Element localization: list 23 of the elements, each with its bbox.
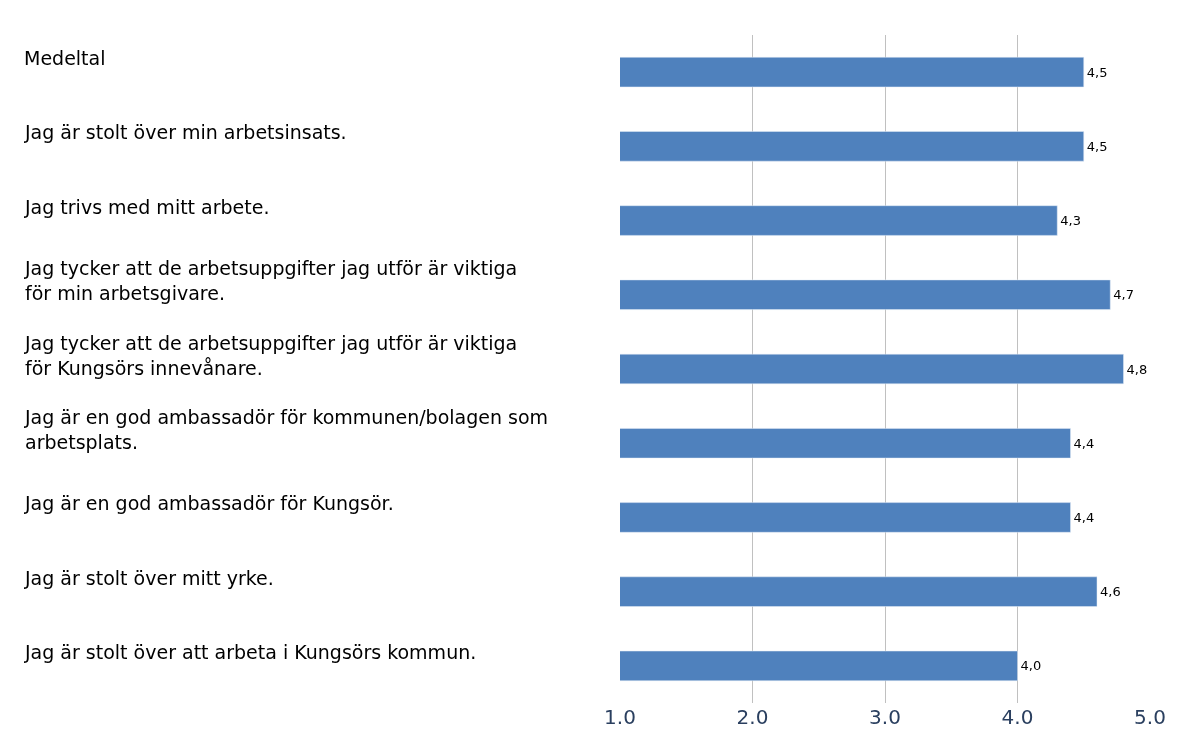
y-tick-label: Jag är stolt över mitt yrke. (24, 567, 274, 589)
y-tick-label: Jag tycker att de arbetsuppgifter jag utför är viktiga för min arbetsgivare. (24, 257, 518, 304)
x-tick-label: 5.0 (1134, 705, 1166, 729)
data-label: 4,8 (1126, 361, 1148, 377)
y-tick-label: Jag är en god ambassadör för Kungsör. (24, 492, 394, 514)
data-label: 4,5 (1086, 138, 1108, 154)
x-tick-label: 4.0 (1001, 705, 1034, 729)
y-tick-label: Medeltal (24, 47, 106, 69)
data-label: 4,0 (1020, 658, 1042, 674)
y-tick-label: Jag är stolt över att arbeta i Kungsörs kommun. (24, 641, 477, 663)
y-tick-label: Jag är stolt över min arbetsinsats. (24, 121, 347, 143)
y-tick-label: Jag trivs med mitt arbete. (24, 196, 270, 218)
x-tick-label: 1.0 (604, 705, 636, 729)
y-tick-label: Jag är en god ambassadör för kommunen/bolagen som arbetsplats. (24, 406, 549, 453)
data-label: 4,4 (1073, 435, 1095, 451)
x-tick-label: 3.0 (869, 705, 901, 729)
data-label: 4,6 (1100, 584, 1121, 600)
y-tick-label: Jag tycker att de arbetsuppgifter jag utför är viktiga för Kungsörs innevånare. (24, 332, 518, 379)
data-label: 4,7 (1113, 287, 1134, 303)
x-tick-label: 2.0 (736, 705, 769, 729)
data-label: 4,3 (1060, 213, 1081, 229)
data-label: 4,5 (1086, 64, 1108, 80)
data-label: 4,4 (1073, 509, 1095, 525)
